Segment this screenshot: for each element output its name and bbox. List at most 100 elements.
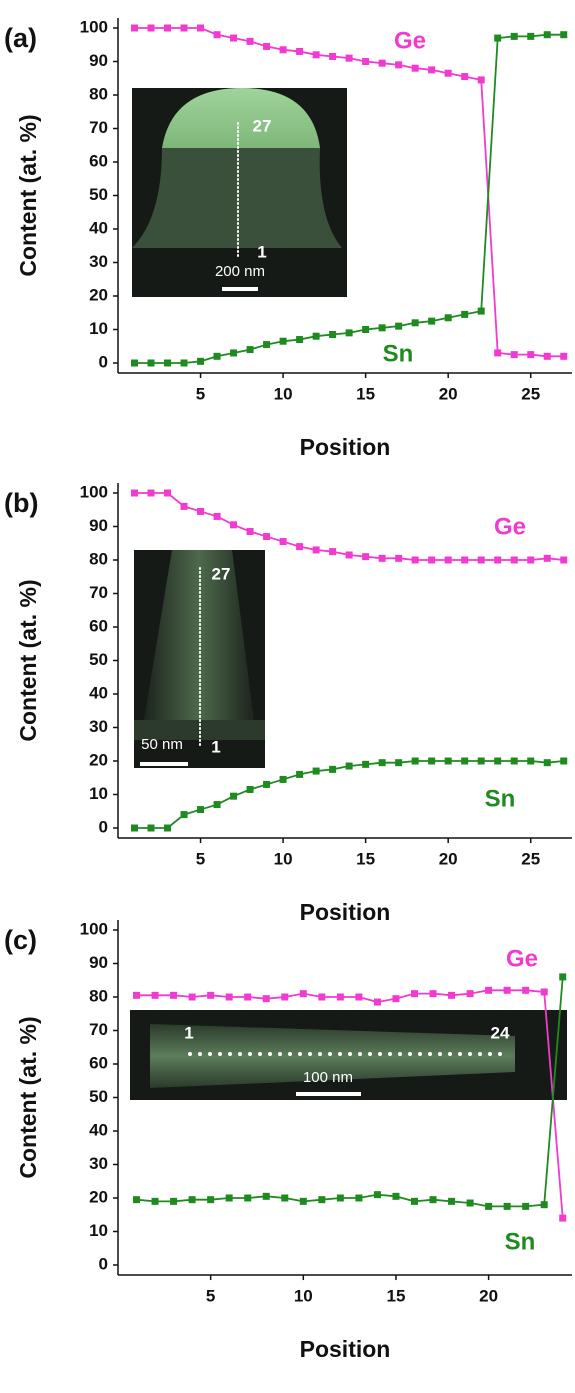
series-label: Ge [494, 513, 526, 540]
x-tick-label: 20 [479, 1287, 498, 1306]
y-tick-label: 20 [89, 1187, 108, 1206]
data-point [478, 76, 485, 83]
x-tick-label: 15 [356, 385, 375, 404]
y-tick-label: 80 [89, 84, 108, 103]
data-point [313, 333, 320, 340]
y-tick-label: 70 [89, 118, 108, 137]
data-point [148, 825, 155, 832]
data-point [395, 555, 402, 562]
data-point [511, 351, 518, 358]
data-point [148, 25, 155, 32]
y-tick-label: 0 [99, 817, 108, 836]
y-axis-label: Content (at. %) [15, 579, 41, 741]
x-tick-label: 15 [356, 850, 375, 869]
data-point [131, 25, 138, 32]
y-tick-label: 30 [89, 1154, 108, 1173]
data-point [485, 987, 492, 994]
y-tick-label: 10 [89, 784, 108, 803]
inset-label: 1 [211, 737, 220, 756]
data-point [313, 768, 320, 775]
data-point [337, 1195, 344, 1202]
data-point [504, 1203, 511, 1210]
data-point [461, 758, 468, 765]
data-point [247, 786, 254, 793]
data-point [230, 35, 237, 42]
data-point [247, 346, 254, 353]
data-point [296, 48, 303, 55]
data-point [494, 557, 501, 564]
data-point [329, 548, 336, 555]
data-point [263, 43, 270, 50]
data-point [411, 1198, 418, 1205]
series-label: Ge [506, 945, 538, 972]
y-tick-label: 90 [89, 51, 108, 70]
y-tick-label: 50 [89, 185, 108, 204]
data-point [189, 1196, 196, 1203]
data-point [280, 46, 287, 53]
y-tick-label: 90 [89, 953, 108, 972]
data-point [379, 759, 386, 766]
series-label: Sn [383, 340, 414, 367]
y-tick-label: 0 [99, 1254, 108, 1273]
x-tick-label: 5 [196, 850, 205, 869]
data-point [428, 557, 435, 564]
data-point [281, 1195, 288, 1202]
data-point [131, 360, 138, 367]
data-point [346, 551, 353, 558]
x-tick-label: 10 [274, 385, 293, 404]
data-point [226, 994, 233, 1001]
panel-label: (b) [4, 488, 38, 518]
figure: (a)0102030405060708090100510152025Positi… [0, 0, 575, 1393]
x-tick-label: 5 [206, 1287, 215, 1306]
y-tick-label: 100 [80, 919, 108, 938]
data-point [263, 1193, 270, 1200]
series-label: Sn [505, 1228, 536, 1255]
inset-label: 1 [257, 242, 266, 261]
inset-label: 24 [491, 1023, 510, 1042]
data-point [329, 766, 336, 773]
x-axis-label: Position [300, 899, 391, 925]
data-point [448, 1198, 455, 1205]
data-point [511, 557, 518, 564]
data-point [412, 758, 419, 765]
data-point [300, 1198, 307, 1205]
y-tick-label: 100 [80, 17, 108, 36]
data-point [544, 31, 551, 38]
y-tick-label: 60 [89, 616, 108, 635]
data-point [445, 314, 452, 321]
data-point [296, 771, 303, 778]
data-point [467, 990, 474, 997]
data-point [527, 351, 534, 358]
data-point [189, 994, 196, 1001]
y-tick-label: 10 [89, 1221, 108, 1240]
data-point [263, 995, 270, 1002]
data-point [263, 341, 270, 348]
data-point [478, 758, 485, 765]
y-tick-label: 30 [89, 252, 108, 271]
data-point [181, 25, 188, 32]
data-point [392, 1193, 399, 1200]
data-point [346, 763, 353, 770]
data-point [362, 326, 369, 333]
data-point [300, 990, 307, 997]
data-point [544, 353, 551, 360]
scale-bar-label: 50 nm [141, 736, 183, 753]
data-point [181, 811, 188, 818]
data-point [428, 318, 435, 325]
data-point [395, 61, 402, 68]
data-point [164, 25, 171, 32]
data-point [430, 1196, 437, 1203]
data-point [280, 338, 287, 345]
x-axis-label: Position [300, 434, 391, 460]
data-point [346, 55, 353, 62]
inset-label: 27 [253, 116, 272, 135]
y-axis-label: Content (at. %) [15, 114, 41, 276]
y-tick-label: 20 [89, 750, 108, 769]
y-axis-label: Content (at. %) [15, 1016, 41, 1178]
y-tick-label: 20 [89, 285, 108, 304]
data-point [362, 553, 369, 560]
data-point [494, 758, 501, 765]
data-point [527, 557, 534, 564]
data-point [207, 1196, 214, 1203]
y-tick-label: 80 [89, 986, 108, 1005]
